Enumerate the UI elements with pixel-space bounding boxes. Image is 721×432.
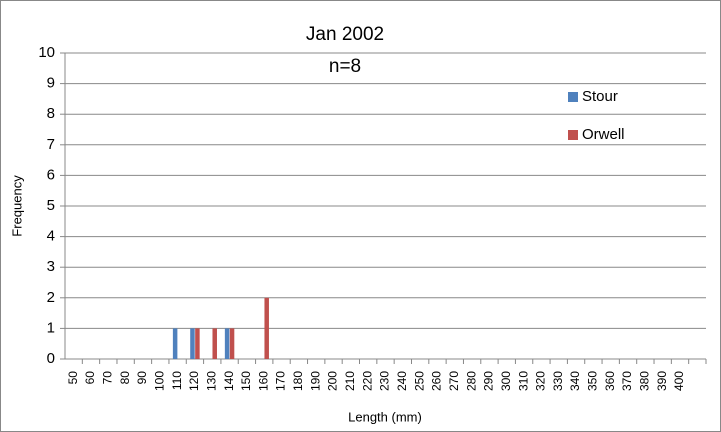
x-tick-label: 330 (551, 371, 565, 391)
bar (172, 328, 178, 359)
chart-title: Jan 2002 (306, 24, 384, 45)
x-tick-label: 250 (412, 371, 426, 391)
y-tick-label: 9 (47, 75, 55, 92)
x-tick-label: 110 (170, 371, 184, 390)
x-tick-label: 230 (378, 371, 392, 391)
x-tick-label: 50 (66, 371, 80, 385)
y-tick-label: 7 (47, 136, 55, 153)
bar (264, 297, 269, 359)
x-tick-label: 270 (447, 371, 461, 391)
legend-label: Orwell (582, 126, 625, 143)
x-tick-label: 260 (430, 371, 444, 391)
x-tick-label: 80 (118, 371, 132, 385)
legend-swatch (568, 92, 578, 102)
x-tick-label: 150 (239, 371, 253, 391)
bar (229, 328, 235, 359)
y-tick-label: 10 (38, 44, 55, 61)
x-tick-label: 130 (204, 371, 218, 391)
x-tick-label: 120 (187, 371, 201, 391)
x-tick-label: 100 (152, 371, 166, 391)
x-tick-label: 310 (516, 371, 530, 391)
x-tick-label: 290 (482, 371, 496, 391)
y-tick-label: 5 (47, 197, 55, 214)
y-tick-label: 8 (47, 105, 55, 122)
y-tick-label: 1 (47, 319, 55, 336)
bar (190, 328, 195, 359)
x-tick-label: 60 (83, 371, 97, 385)
x-tick-label: 190 (308, 371, 322, 391)
x-tick-label: 370 (620, 371, 634, 391)
y-axis-label: Frequency (9, 175, 24, 237)
bar (195, 328, 200, 359)
x-tick-label: 210 (343, 371, 357, 391)
x-tick-label: 200 (326, 371, 340, 391)
x-tick-label: 140 (222, 371, 236, 391)
legend-label: Stour (582, 88, 618, 105)
x-tick-label: 70 (100, 371, 114, 385)
x-tick-label: 240 (395, 371, 409, 391)
y-tick-label: 4 (47, 228, 55, 245)
y-tick-label: 2 (47, 289, 55, 306)
y-tick-label: 6 (47, 166, 55, 183)
x-tick-label: 390 (655, 371, 669, 391)
x-tick-label: 360 (603, 371, 617, 391)
x-tick-label: 170 (274, 371, 288, 391)
x-tick-label: 90 (135, 371, 149, 385)
x-tick-label: 350 (586, 371, 600, 391)
x-tick-label: 400 (672, 371, 686, 391)
y-tick-label: 3 (47, 258, 55, 275)
x-tick-label: 380 (638, 371, 652, 391)
x-tick-label: 340 (568, 371, 582, 391)
x-tick-label: 180 (291, 371, 305, 391)
bar (212, 328, 217, 359)
x-tick-label: 320 (534, 371, 548, 391)
x-tick-label: 220 (360, 371, 374, 391)
x-axis-label: Length (mm) (348, 409, 422, 424)
legend-swatch (568, 130, 578, 140)
y-tick-label: 0 (47, 350, 55, 367)
x-tick-label: 160 (256, 371, 270, 391)
bar (224, 328, 230, 359)
x-tick-label: 280 (464, 371, 478, 391)
chart-subtitle: n=8 (329, 56, 361, 77)
x-tick-label: 300 (499, 371, 513, 391)
